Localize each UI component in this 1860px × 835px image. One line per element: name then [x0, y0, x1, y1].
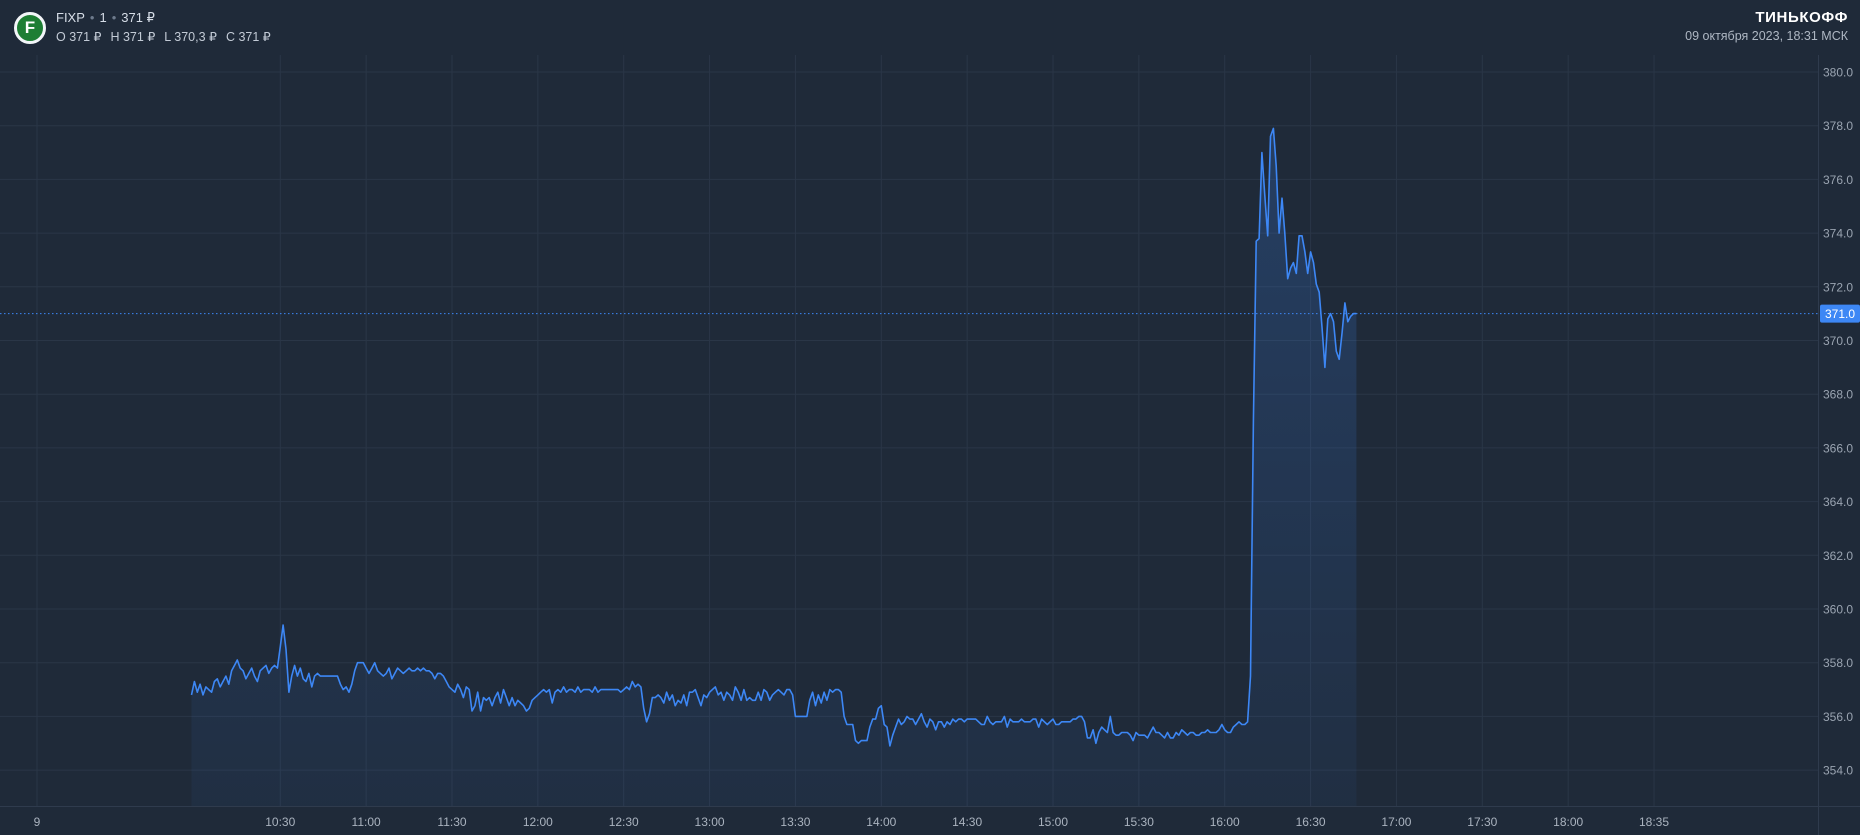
price-area-fill [191, 128, 1357, 806]
y-tick-label: 378.0 [1823, 119, 1853, 133]
y-tick-label: 372.0 [1823, 280, 1853, 294]
ohlc-values: O 371 ₽ H 371 ₽ L 370,3 ₽ C 371 ₽ [56, 29, 280, 44]
x-axis[interactable]: 9 10:30 11:00 11:30 12:00 12:30 13:00 13:30 14:0… [34, 815, 1670, 829]
separator-dot: • [111, 10, 117, 25]
y-tick-label: 364.0 [1823, 495, 1853, 509]
x-tick-label: 13:30 [780, 815, 810, 829]
separator-dot: • [89, 10, 95, 25]
x-tick-label: 10:30 [265, 815, 295, 829]
y-tick-label: 380.0 [1823, 66, 1853, 80]
last-price-tag-label: 371.0 [1825, 307, 1855, 321]
y-tick-label: 358.0 [1823, 656, 1853, 670]
y-tick-label: 368.0 [1823, 388, 1853, 402]
chart-grid [0, 55, 1860, 835]
y-tick-label: 370.0 [1823, 334, 1853, 348]
symbol-info[interactable]: FIXP • 1 • 371 ₽ [56, 10, 155, 26]
y-tick-label: 354.0 [1823, 764, 1853, 778]
x-tick-label: 15:30 [1124, 815, 1154, 829]
y-tick-label: 362.0 [1823, 549, 1853, 563]
close-value: C 371 ₽ [225, 30, 271, 44]
x-tick-label: 13:00 [695, 815, 725, 829]
price-series-line [190, 127, 1357, 747]
y-axis[interactable]: 354.0 356.0 358.0 360.0 362.0 364.0 366.0 368.0… [1823, 66, 1853, 778]
x-tick-label: 18:00 [1553, 815, 1583, 829]
x-tick-label: 11:30 [437, 815, 466, 829]
y-tick-label: 356.0 [1823, 710, 1853, 724]
chart-header: F FIXP • 1 • 371 ₽ O 371 ₽ H 371 ₽ L 370,3 ₽ C … [0, 0, 1860, 60]
x-tick-label: 16:30 [1296, 815, 1326, 829]
datetime-label: 09 октября 2023, 18:31 МСК [1685, 29, 1848, 43]
y-tick-label: 360.0 [1823, 603, 1853, 617]
x-tick-label: 17:00 [1381, 815, 1411, 829]
x-tick-label: 14:30 [952, 815, 982, 829]
y-tick-label: 376.0 [1823, 173, 1853, 187]
y-tick-label: 366.0 [1823, 441, 1853, 455]
x-tick-label: 18:35 [1639, 815, 1669, 829]
last-price-line: 371.0 [0, 304, 1860, 323]
price-line [190, 127, 1357, 747]
brand-logo: ТИНЬКОФФ [1755, 9, 1848, 26]
high-value: H 371 ₽ [110, 30, 156, 44]
x-tick-label: 16:00 [1210, 815, 1240, 829]
ticker-logo-icon[interactable]: F [14, 12, 46, 44]
y-tick-label: 374.0 [1823, 227, 1853, 241]
ticker-symbol[interactable]: FIXP [56, 10, 85, 25]
x-tick-label: 9 [34, 815, 41, 829]
open-value: O 371 ₽ [56, 30, 102, 44]
interval[interactable]: 1 [99, 10, 107, 25]
x-tick-label: 12:00 [523, 815, 553, 829]
last-price-tag[interactable] [1820, 304, 1860, 323]
x-tick-label: 11:00 [352, 815, 381, 829]
last-price: 371 ₽ [121, 10, 155, 25]
x-tick-label: 17:30 [1467, 815, 1497, 829]
x-tick-label: 12:30 [609, 815, 639, 829]
price-area [191, 128, 1357, 806]
x-tick-label: 15:00 [1038, 815, 1068, 829]
x-tick-label: 14:00 [866, 815, 896, 829]
low-value: L 370,3 ₽ [164, 30, 217, 44]
